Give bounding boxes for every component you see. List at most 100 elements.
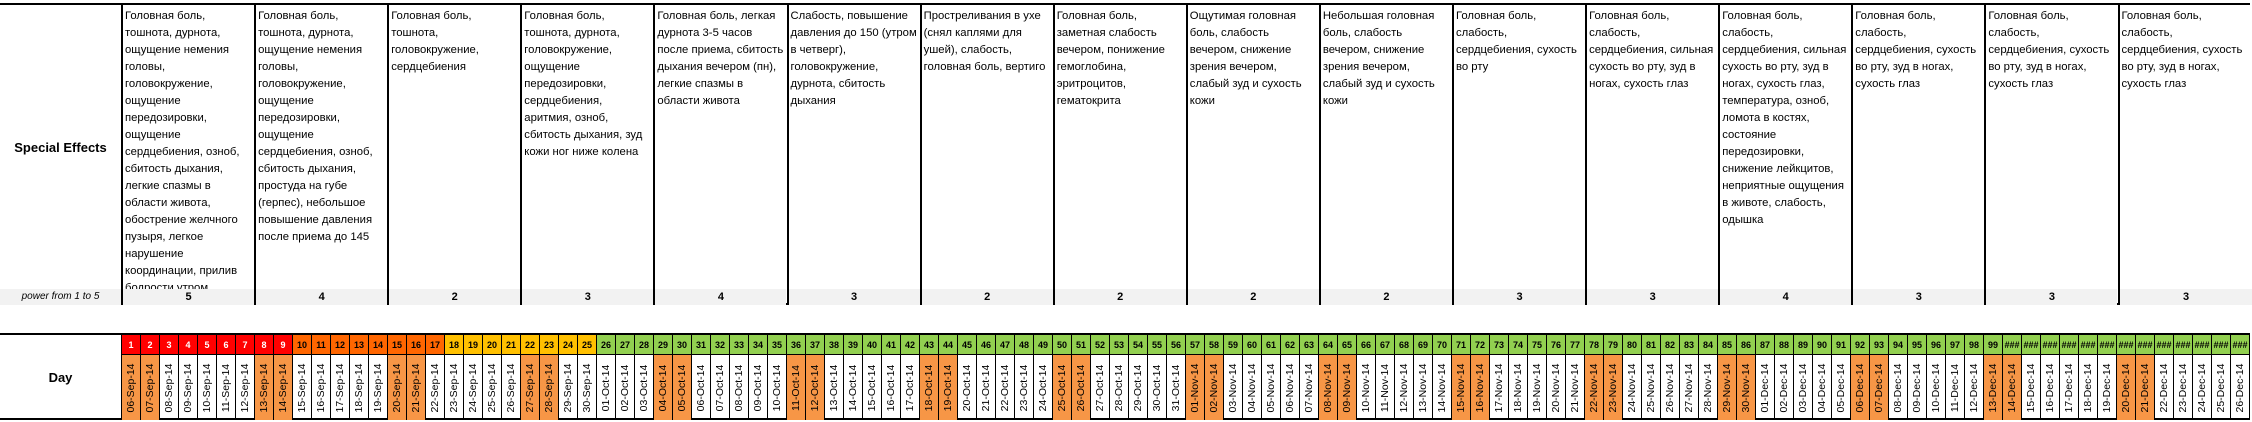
date-cell[interactable]: 19-Sep-14 bbox=[369, 355, 387, 420]
day-number-cell[interactable]: 11 bbox=[312, 335, 330, 355]
day-number-cell[interactable]: 42 bbox=[901, 335, 919, 355]
date-cell[interactable]: 20-Oct-14 bbox=[958, 355, 976, 420]
power-cell[interactable]: 3 bbox=[522, 289, 654, 305]
date-cell[interactable]: 09-Oct-14 bbox=[749, 355, 767, 420]
date-cell[interactable]: 10-Dec-14 bbox=[1927, 355, 1945, 420]
date-cell[interactable]: 28-Oct-14 bbox=[1110, 355, 1128, 420]
date-cell[interactable]: 26-Nov-14 bbox=[1661, 355, 1679, 420]
date-cell[interactable]: 14-Oct-14 bbox=[844, 355, 862, 420]
day-number-cell[interactable]: 20 bbox=[483, 335, 501, 355]
effects-cell[interactable]: Головная боль, легкая дурнота 3-5 часов … bbox=[657, 10, 784, 107]
date-cell[interactable]: 15-Nov-14 bbox=[1452, 355, 1470, 420]
power-cell[interactable]: 3 bbox=[1986, 289, 2118, 305]
day-number-cell[interactable]: 97 bbox=[1946, 335, 1964, 355]
power-cell[interactable]: 2 bbox=[1054, 289, 1186, 305]
date-cell[interactable]: 27-Sep-14 bbox=[521, 355, 539, 420]
date-cell[interactable]: 25-Dec-14 bbox=[2212, 355, 2230, 420]
date-cell[interactable]: 30-Sep-14 bbox=[578, 355, 596, 420]
power-cell[interactable]: 2 bbox=[1320, 289, 1452, 305]
effects-cell[interactable]: Головная боль, слабость, сердцебиения, с… bbox=[1988, 10, 2110, 90]
day-number-cell[interactable]: 44 bbox=[939, 335, 957, 355]
effects-cell[interactable]: Слабость, повышение давления до 150 (утр… bbox=[790, 10, 917, 107]
power-cell[interactable]: 3 bbox=[2119, 289, 2252, 305]
day-number-cell[interactable]: 49 bbox=[1034, 335, 1052, 355]
date-cell[interactable]: 18-Sep-14 bbox=[350, 355, 368, 420]
date-cell[interactable]: 22-Dec-14 bbox=[2155, 355, 2173, 420]
date-cell[interactable]: 27-Nov-14 bbox=[1680, 355, 1698, 420]
date-cell[interactable]: 26-Oct-14 bbox=[1072, 355, 1090, 420]
date-cell[interactable]: 17-Oct-14 bbox=[901, 355, 919, 420]
effects-cell[interactable]: Простреливания в ухе (снял каплями для у… bbox=[923, 10, 1046, 73]
day-number-cell[interactable]: 52 bbox=[1091, 335, 1109, 355]
day-number-cell[interactable]: ### bbox=[2155, 335, 2173, 355]
power-cell[interactable]: 4 bbox=[655, 289, 787, 305]
date-cell[interactable]: 28-Sep-14 bbox=[540, 355, 558, 420]
day-number-cell[interactable]: 87 bbox=[1756, 335, 1774, 355]
date-cell[interactable]: 24-Dec-14 bbox=[2193, 355, 2211, 420]
day-number-cell[interactable]: 67 bbox=[1376, 335, 1394, 355]
date-cell[interactable]: 18-Oct-14 bbox=[920, 355, 938, 420]
date-cell[interactable]: 30-Oct-14 bbox=[1148, 355, 1166, 420]
day-number-cell[interactable]: 73 bbox=[1490, 335, 1508, 355]
day-number-cell[interactable]: 47 bbox=[996, 335, 1014, 355]
day-number-cell[interactable]: 75 bbox=[1528, 335, 1546, 355]
day-number-cell[interactable]: 2 bbox=[141, 335, 159, 355]
date-cell[interactable]: 06-Sep-14 bbox=[122, 355, 140, 420]
day-number-cell[interactable]: 48 bbox=[1015, 335, 1033, 355]
date-cell[interactable]: 04-Dec-14 bbox=[1813, 355, 1831, 420]
date-cell[interactable]: 03-Oct-14 bbox=[635, 355, 653, 420]
day-number-cell[interactable]: 64 bbox=[1319, 335, 1337, 355]
date-cell[interactable]: 02-Oct-14 bbox=[616, 355, 634, 420]
date-cell[interactable]: 10-Sep-14 bbox=[198, 355, 216, 420]
date-cell[interactable]: 11-Oct-14 bbox=[787, 355, 805, 420]
day-number-cell[interactable]: 59 bbox=[1224, 335, 1242, 355]
date-cell[interactable]: 09-Dec-14 bbox=[1908, 355, 1926, 420]
day-number-cell[interactable]: 32 bbox=[711, 335, 729, 355]
date-cell[interactable]: 19-Dec-14 bbox=[2098, 355, 2116, 420]
date-cell[interactable]: 17-Sep-14 bbox=[331, 355, 349, 420]
day-number-cell[interactable]: 43 bbox=[920, 335, 938, 355]
date-cell[interactable]: 13-Oct-14 bbox=[825, 355, 843, 420]
date-cell[interactable]: 01-Dec-14 bbox=[1756, 355, 1774, 420]
day-number-cell[interactable]: 5 bbox=[198, 335, 216, 355]
date-cell[interactable]: 08-Sep-14 bbox=[160, 355, 178, 420]
date-cell[interactable]: 27-Oct-14 bbox=[1091, 355, 1109, 420]
day-number-cell[interactable]: ### bbox=[2231, 335, 2249, 355]
date-cell[interactable]: 14-Dec-14 bbox=[2003, 355, 2021, 420]
day-number-cell[interactable]: 30 bbox=[673, 335, 691, 355]
date-cell[interactable]: 15-Dec-14 bbox=[2022, 355, 2040, 420]
day-number-cell[interactable]: 3 bbox=[160, 335, 178, 355]
date-cell[interactable]: 24-Sep-14 bbox=[464, 355, 482, 420]
date-cell[interactable]: 05-Nov-14 bbox=[1262, 355, 1280, 420]
day-number-cell[interactable]: 82 bbox=[1661, 335, 1679, 355]
day-number-cell[interactable]: 96 bbox=[1927, 335, 1945, 355]
date-cell[interactable]: 06-Oct-14 bbox=[692, 355, 710, 420]
date-cell[interactable]: 17-Dec-14 bbox=[2060, 355, 2078, 420]
power-cell[interactable]: 3 bbox=[788, 289, 920, 305]
day-number-cell[interactable]: ### bbox=[2022, 335, 2040, 355]
day-number-cell[interactable]: ### bbox=[2079, 335, 2097, 355]
effects-cell[interactable]: Головная боль, тошнота, дурнота, головок… bbox=[524, 10, 643, 158]
day-number-cell[interactable]: 27 bbox=[616, 335, 634, 355]
day-number-cell[interactable]: 35 bbox=[768, 335, 786, 355]
power-cell[interactable]: 3 bbox=[1853, 289, 1985, 305]
date-cell[interactable]: 22-Oct-14 bbox=[996, 355, 1014, 420]
day-number-cell[interactable]: 18 bbox=[445, 335, 463, 355]
day-number-cell[interactable]: 16 bbox=[407, 335, 425, 355]
day-number-cell[interactable]: 63 bbox=[1300, 335, 1318, 355]
date-cell[interactable]: 01-Oct-14 bbox=[597, 355, 615, 420]
date-cell[interactable]: 18-Dec-14 bbox=[2079, 355, 2097, 420]
day-number-cell[interactable]: 98 bbox=[1965, 335, 1983, 355]
date-cell[interactable]: 23-Nov-14 bbox=[1604, 355, 1622, 420]
day-number-cell[interactable]: 79 bbox=[1604, 335, 1622, 355]
day-number-cell[interactable]: 31 bbox=[692, 335, 710, 355]
day-number-cell[interactable]: 66 bbox=[1357, 335, 1375, 355]
day-number-cell[interactable]: 46 bbox=[977, 335, 995, 355]
date-cell[interactable]: 10-Oct-14 bbox=[768, 355, 786, 420]
day-number-cell[interactable]: 57 bbox=[1186, 335, 1204, 355]
day-number-cell[interactable]: ### bbox=[2212, 335, 2230, 355]
day-number-cell[interactable]: 50 bbox=[1053, 335, 1071, 355]
day-number-cell[interactable]: 62 bbox=[1281, 335, 1299, 355]
day-number-cell[interactable]: 86 bbox=[1737, 335, 1755, 355]
date-cell[interactable]: 10-Nov-14 bbox=[1357, 355, 1375, 420]
